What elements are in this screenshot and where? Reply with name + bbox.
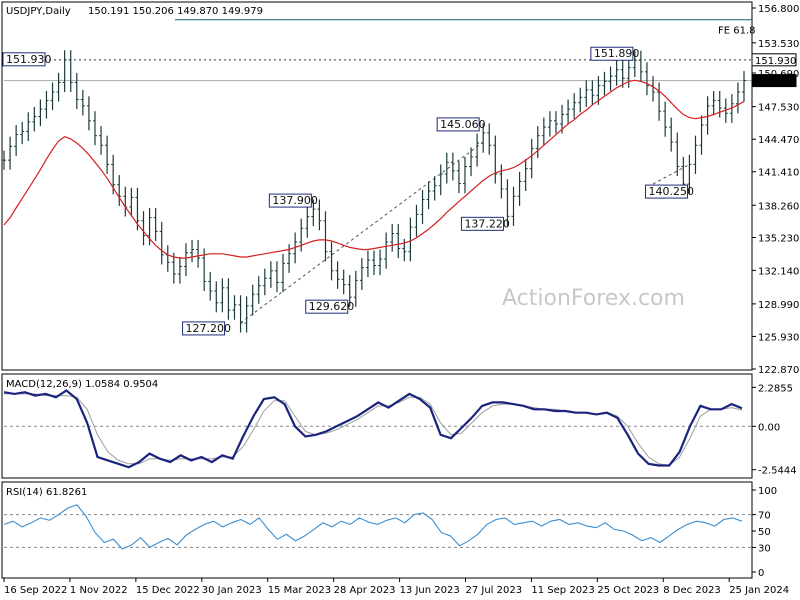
price-ytick-label: 156.800 xyxy=(758,4,799,15)
date-tick-label: 8 Dec 2023 xyxy=(663,585,721,596)
macd-ytick-label: -2.5444 xyxy=(758,466,797,477)
price-ytick-label: 132.140 xyxy=(758,266,799,277)
rsi-line xyxy=(3,504,743,550)
price-annotation-box xyxy=(2,52,46,67)
rsi-ytick-label: 70 xyxy=(758,511,771,522)
price-annotation: 127.200 xyxy=(182,321,232,336)
price-ytick-label: 122.870 xyxy=(758,365,799,376)
price-tag-box xyxy=(751,53,797,67)
price-ytick-label: 128.990 xyxy=(758,300,799,311)
chart-ohlc: 150.191 150.206 149.870 149.979 xyxy=(88,6,263,17)
price-ytick-label: 125.930 xyxy=(758,332,799,343)
price-tag-label: 151.930 xyxy=(755,56,796,67)
rsi-ytick-label: 0 xyxy=(758,568,764,579)
price-annotation: 137.220 xyxy=(460,216,510,231)
watermark: ActionForex.com xyxy=(502,286,685,311)
price-annotation-label: 140.250 xyxy=(648,185,694,198)
macd-ytick-label: 0.00 xyxy=(758,422,780,433)
date-tick-label: 25 Jan 2024 xyxy=(729,585,789,596)
rsi-ytick-label: 100 xyxy=(758,486,777,497)
price-annotation-box xyxy=(460,216,504,231)
trend-channel-line xyxy=(240,141,484,324)
price-annotation-label: 137.220 xyxy=(464,217,510,230)
moving-average-line xyxy=(3,79,745,259)
date-tick-label: 30 Jan 2023 xyxy=(202,585,262,596)
rsi-ytick-label: 50 xyxy=(758,527,771,538)
price-annotation: 151.890 xyxy=(590,46,640,61)
price-ytick-label: 144.470 xyxy=(758,135,799,146)
price-annotation-box xyxy=(305,299,349,314)
price-annotation: 129.620 xyxy=(305,299,355,314)
price-tag: 149.979 xyxy=(751,74,797,88)
price-annotation-label: 151.930 xyxy=(6,53,52,66)
date-tick-label: 11 Sep 2023 xyxy=(531,585,594,596)
price-tag-box xyxy=(751,74,797,88)
price-annotation: 137.900 xyxy=(268,193,318,208)
price-panel xyxy=(1,1,753,371)
price-annotation-label: 145.060 xyxy=(440,118,486,131)
date-tick-label: 16 Sep 2022 xyxy=(4,585,67,596)
price-annotation-label: 127.200 xyxy=(186,322,232,335)
macd-signal-line xyxy=(4,393,743,467)
price-annotation-box xyxy=(268,193,312,208)
price-annotation-label: 129.620 xyxy=(309,300,355,313)
price-ytick-label: 135.230 xyxy=(758,233,799,244)
price-annotation-box xyxy=(644,184,688,199)
chart-symbol: USDJPY,Daily xyxy=(6,6,71,17)
macd-ytick-label: 2.2855 xyxy=(758,383,793,394)
macd-header: MACD(12,26,9) 1.0584 0.9504 xyxy=(6,379,158,390)
rsi-ytick-label: 30 xyxy=(758,543,771,554)
date-tick-label: 1 Nov 2022 xyxy=(70,585,128,596)
price-ytick-label: 147.530 xyxy=(758,103,799,114)
date-tick-label: 13 Jun 2023 xyxy=(400,585,460,596)
price-annotation: 151.930 xyxy=(2,52,52,67)
date-tick-label: 28 Apr 2023 xyxy=(334,585,396,596)
price-annotation-box xyxy=(182,321,226,336)
rsi-header: RSI(14) 61.8261 xyxy=(6,487,87,498)
rsi-panel xyxy=(1,481,753,579)
price-ytick-label: 138.260 xyxy=(758,201,799,212)
price-annotation: 140.250 xyxy=(644,184,694,199)
macd-line xyxy=(3,389,743,469)
price-tag-label: 149.979 xyxy=(755,77,796,88)
price-annotation-label: 151.890 xyxy=(594,47,640,60)
date-tick-label: 27 Jul 2023 xyxy=(465,585,522,596)
price-annotation-box xyxy=(436,117,480,132)
price-tag: 151.930 xyxy=(751,53,797,67)
price-annotation-box xyxy=(590,46,634,61)
fe-label: FE 61.8 xyxy=(718,26,756,37)
price-annotation: 145.060 xyxy=(436,117,486,132)
trend-channel-line xyxy=(652,163,690,185)
date-tick-label: 15 Mar 2023 xyxy=(268,585,331,596)
date-tick-label: 25 Oct 2023 xyxy=(597,585,659,596)
price-annotation-label: 137.900 xyxy=(272,194,318,207)
date-tick-label: 15 Dec 2022 xyxy=(136,585,200,596)
price-ytick-label: 141.410 xyxy=(758,168,799,179)
price-ytick-label: 153.530 xyxy=(758,39,799,50)
